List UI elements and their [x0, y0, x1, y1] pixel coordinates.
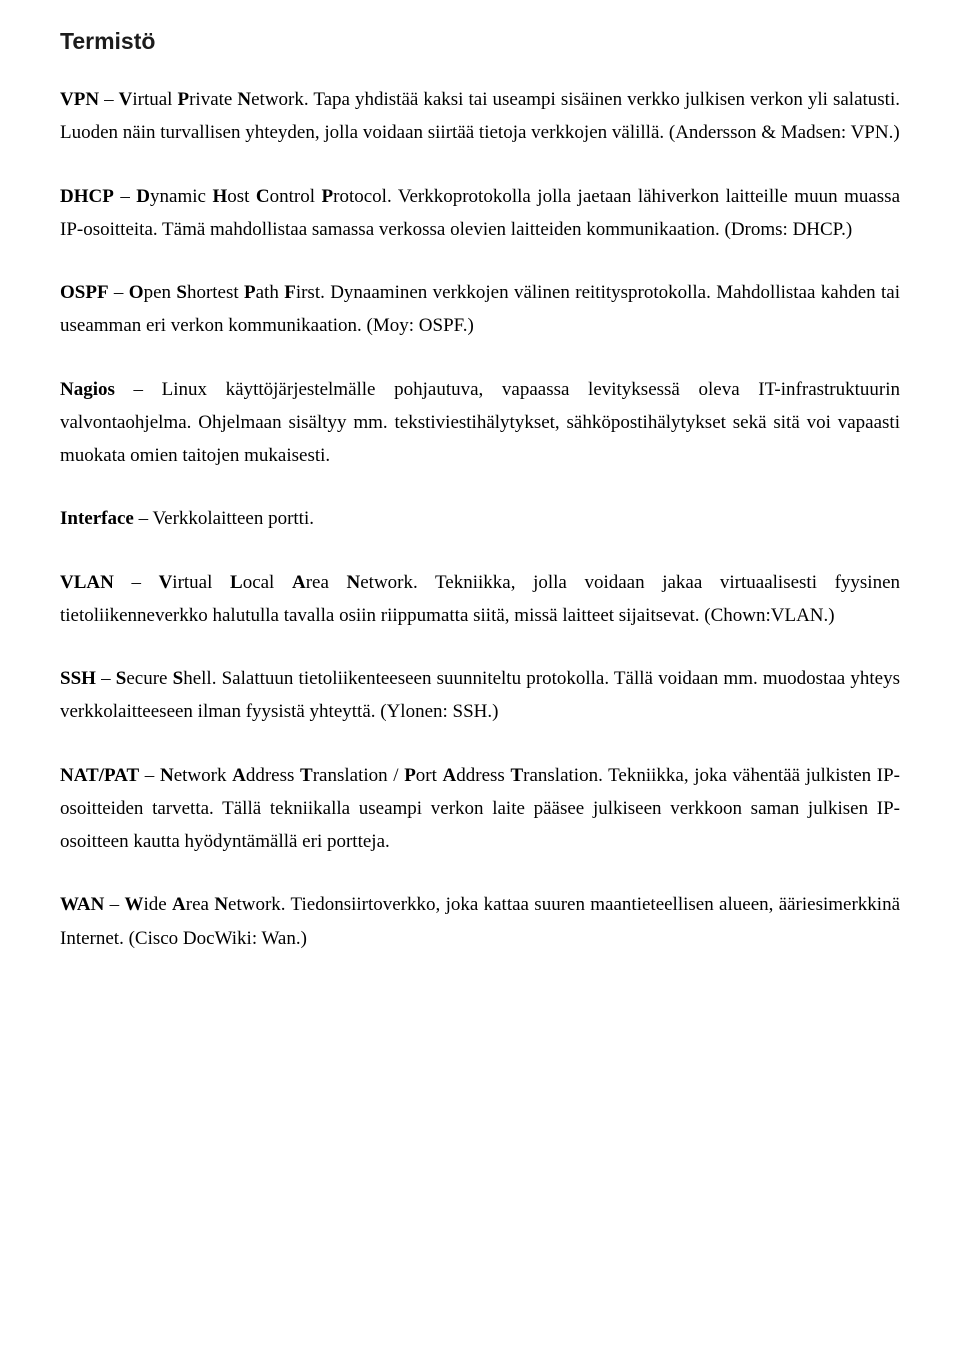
acronym-letter: A	[232, 765, 246, 786]
separator: –	[114, 186, 136, 207]
separator: –	[99, 89, 119, 110]
separator: –	[139, 765, 160, 786]
acronym-word: ost	[227, 186, 256, 207]
acronym-word: ddress	[456, 765, 510, 786]
acronym-word: ranslation /	[313, 765, 404, 786]
acronym-letter: P	[178, 89, 190, 110]
separator: –	[109, 282, 129, 303]
term-dhcp: DHCP – Dynamic Host Control Protocol. Ve…	[60, 180, 900, 247]
acronym-letter: C	[256, 186, 270, 207]
term-ospf: OSPF – Open Shortest Path First. Dynaami…	[60, 276, 900, 343]
acronym-letter: D	[136, 186, 150, 207]
acronym-word: irtual	[172, 572, 230, 593]
acronym-word: ddress	[246, 765, 300, 786]
acronym-letter: N	[160, 765, 174, 786]
term-name: VPN	[60, 89, 99, 110]
acronym-letter: S	[176, 282, 187, 303]
acronym-letter: A	[292, 572, 306, 593]
term-description: Linux käyttöjärjestelmälle pohjautuva, v…	[60, 379, 900, 467]
acronym-word: irtual	[132, 89, 177, 110]
term-vpn: VPN – Virtual Private Network. Tapa yhdi…	[60, 83, 900, 150]
acronym-letter: V	[119, 89, 133, 110]
term-name: SSH	[60, 668, 96, 689]
acronym-letter: T	[300, 765, 313, 786]
term-name: Nagios	[60, 379, 115, 400]
acronym-letter: S	[116, 668, 127, 689]
term-natpat: NAT/PAT – Network Address Translation / …	[60, 759, 900, 859]
acronym-word: ort	[416, 765, 443, 786]
separator: –	[115, 379, 162, 400]
acronym-letter: A	[172, 894, 186, 915]
term-name: Interface	[60, 508, 134, 529]
acronym-letter: V	[159, 572, 173, 593]
separator: –	[134, 508, 153, 529]
acronym-word: rea	[306, 572, 347, 593]
page-title: Termistö	[60, 28, 900, 55]
term-name: VLAN	[60, 572, 114, 593]
acronym-word: ecure	[126, 668, 172, 689]
acronym-letter: P	[322, 186, 334, 207]
acronym-word: hell.	[183, 668, 221, 689]
acronym-word: irst.	[296, 282, 330, 303]
acronym-letter: O	[129, 282, 144, 303]
acronym-word: etwork	[174, 765, 232, 786]
acronym-word: ranslation.	[523, 765, 608, 786]
term-interface: Interface – Verkkolaitteen portti.	[60, 502, 900, 535]
separator: –	[104, 894, 124, 915]
term-name: DHCP	[60, 186, 114, 207]
term-nagios: Nagios – Linux käyttöjärjestelmälle pohj…	[60, 373, 900, 473]
term-name: OSPF	[60, 282, 109, 303]
acronym-letter: P	[244, 282, 256, 303]
acronym-word: rotocol.	[333, 186, 398, 207]
acronym-word: ath	[256, 282, 285, 303]
acronym-word: etwork.	[251, 89, 313, 110]
term-name: NAT/PAT	[60, 765, 139, 786]
term-wan: WAN – Wide Area Network. Tiedonsiirtover…	[60, 888, 900, 955]
acronym-word: etwork.	[360, 572, 435, 593]
term-vlan: VLAN – Virtual Local Area Network. Tekni…	[60, 566, 900, 633]
acronym-word: etwork.	[228, 894, 291, 915]
acronym-letter: P	[404, 765, 416, 786]
acronym-letter: N	[214, 894, 228, 915]
acronym-letter: N	[237, 89, 251, 110]
acronym-letter: A	[443, 765, 457, 786]
acronym-word: rivate	[189, 89, 237, 110]
acronym-letter: H	[212, 186, 227, 207]
acronym-word: ontrol	[270, 186, 322, 207]
acronym-letter: W	[125, 894, 144, 915]
document-page: Termistö VPN – Virtual Private Network. …	[0, 0, 960, 995]
acronym-letter: L	[230, 572, 243, 593]
acronym-word: ide	[144, 894, 173, 915]
separator: –	[96, 668, 116, 689]
acronym-letter: N	[347, 572, 361, 593]
acronym-word: ynamic	[150, 186, 212, 207]
acronym-letter: F	[284, 282, 296, 303]
separator: –	[114, 572, 159, 593]
term-description: Verkkolaitteen portti.	[153, 508, 314, 529]
acronym-word: ocal	[243, 572, 292, 593]
acronym-word: rea	[186, 894, 215, 915]
term-name: WAN	[60, 894, 104, 915]
acronym-letter: T	[510, 765, 523, 786]
acronym-letter: S	[173, 668, 184, 689]
acronym-word: pen	[144, 282, 177, 303]
term-ssh: SSH – Secure Shell. Salattuun tietoliike…	[60, 662, 900, 729]
acronym-word: hortest	[187, 282, 244, 303]
